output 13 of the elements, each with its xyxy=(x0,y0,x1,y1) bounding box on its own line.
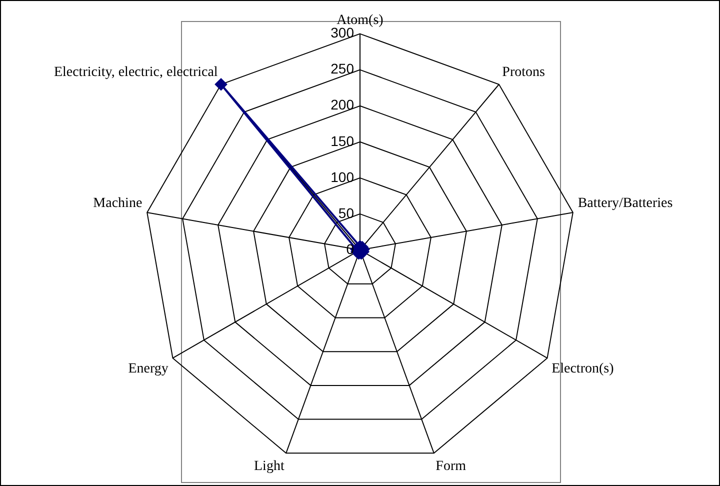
y-tick-label: 50 xyxy=(338,204,354,221)
spoke-label: Energy xyxy=(128,362,168,377)
spoke-label: Protons xyxy=(502,64,545,80)
y-tick-label: 200 xyxy=(330,96,354,113)
y-tick-label: 150 xyxy=(330,132,354,149)
spoke-label: Electron(s) xyxy=(552,362,614,377)
spoke-label: Battery/Batteries xyxy=(578,196,673,211)
spoke-label: Electricity, electric, electrical xyxy=(54,64,218,80)
y-tick-label: 100 xyxy=(330,168,354,185)
spoke-label: Light xyxy=(254,458,284,474)
y-tick-label: 250 xyxy=(330,60,354,77)
spoke-label: Form xyxy=(436,458,466,474)
spoke-label: Machine xyxy=(93,196,142,211)
